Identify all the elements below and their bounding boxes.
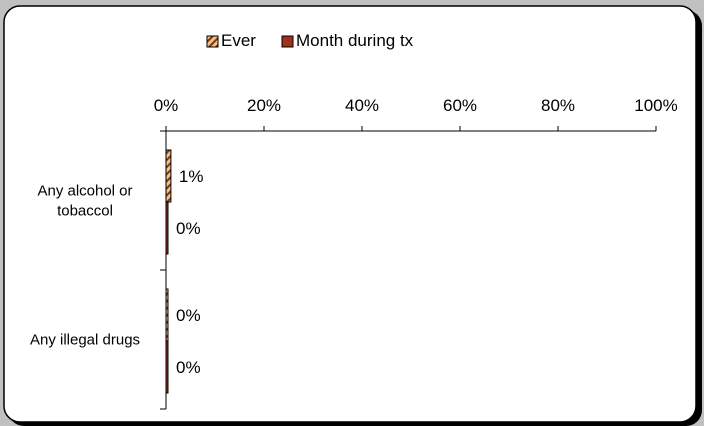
bar-ever [165,149,172,203]
x-tick-label: 80% [541,96,575,115]
bar-ever [165,288,169,342]
category-label: Any alcohol or tobaccol [37,183,132,220]
legend-swatch-month-during-tx [281,35,294,48]
x-tick-label: 60% [443,96,477,115]
bar-month-during-tx [165,340,169,394]
legend-label-ever: Ever [221,31,256,50]
y-axis-ticks [160,130,166,410]
data-labels: 1% 0% 0% 0% [176,167,203,377]
data-label: 1% [179,167,204,186]
chart-panel [3,5,697,423]
data-label: 0% [176,358,201,377]
bars [165,149,172,394]
x-tick-label: 40% [345,96,379,115]
legend-label-month-during-tx: Month during tx [296,31,414,50]
legend-swatch-ever [206,35,219,48]
category-label: Any illegal drugs [30,332,140,349]
data-label: 0% [176,219,201,238]
x-tick-label: 100% [634,96,677,115]
bar-month-during-tx [165,201,169,255]
category-labels: Any alcohol or tobaccol Any illegal drugs [30,183,140,349]
x-tick-label: 0% [154,96,179,115]
x-axis-ticks: 0% 20% 40% 60% 80% 100% [154,96,678,131]
legend: Ever Month during tx [206,31,414,50]
data-label: 0% [176,306,201,325]
x-tick-label: 20% [247,96,281,115]
